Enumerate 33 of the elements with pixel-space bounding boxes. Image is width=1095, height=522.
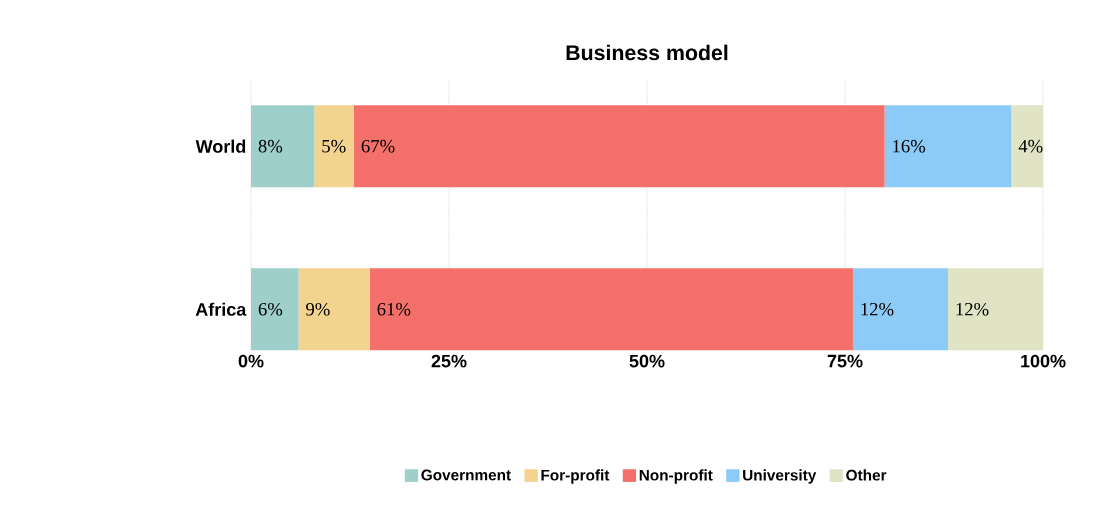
data-label: 4% <box>1018 139 1043 153</box>
bar <box>884 105 1012 188</box>
bar <box>298 268 370 351</box>
bar <box>251 105 315 188</box>
chart-title: Business model <box>566 44 728 61</box>
bar <box>251 268 299 351</box>
data-label: 6% <box>258 302 283 316</box>
y-tick-label: Africa <box>195 302 247 316</box>
legend-label: For-profit <box>541 469 610 484</box>
data-label: 12% <box>861 302 894 316</box>
bar <box>314 105 354 188</box>
legend-label: Other <box>846 469 887 481</box>
bar <box>1011 105 1044 188</box>
legend-label: Non-profit <box>639 469 713 484</box>
x-tick-label: 50% <box>629 354 665 368</box>
legend-label: University <box>743 469 817 484</box>
data-label: 9% <box>306 302 330 316</box>
data-label: 12% <box>956 302 989 316</box>
x-tick-label: 100% <box>1021 354 1066 368</box>
bar <box>947 268 1044 351</box>
data-label: 67% <box>361 139 395 153</box>
x-tick-label: 25% <box>431 354 467 368</box>
data-label: 5% <box>322 139 346 153</box>
y-tick-label: World <box>195 139 246 153</box>
data-label: 16% <box>893 139 926 153</box>
data-label: 8% <box>258 139 283 153</box>
x-tick-label: 75% <box>827 354 863 368</box>
bar <box>852 268 948 351</box>
x-tick-label: 0% <box>238 354 264 368</box>
bar <box>353 105 885 188</box>
bar <box>369 268 853 351</box>
data-label: 61% <box>377 302 411 316</box>
legend-label: Government <box>421 469 511 481</box>
